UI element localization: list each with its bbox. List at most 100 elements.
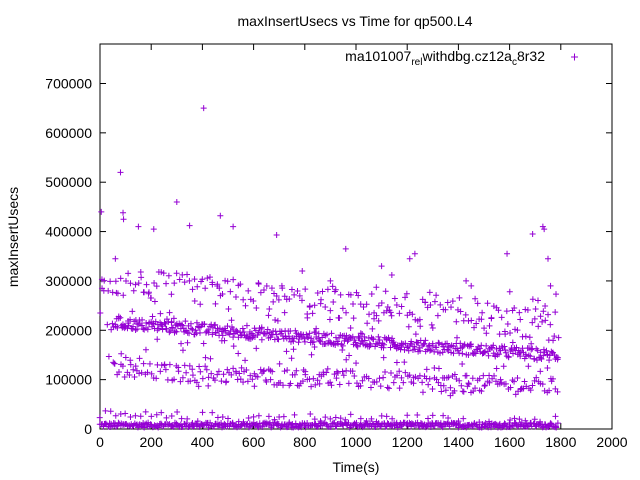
data-point bbox=[137, 269, 144, 276]
data-point bbox=[472, 350, 479, 357]
data-point bbox=[127, 413, 134, 420]
data-point bbox=[495, 307, 502, 314]
data-point bbox=[313, 325, 320, 332]
data-point bbox=[176, 276, 183, 283]
data-point bbox=[433, 344, 440, 351]
data-point bbox=[204, 275, 211, 282]
data-point bbox=[370, 336, 377, 343]
data-point bbox=[120, 216, 127, 223]
data-point bbox=[107, 278, 114, 285]
data-point bbox=[281, 368, 288, 375]
data-point bbox=[239, 325, 246, 332]
data-point bbox=[551, 333, 558, 340]
data-point bbox=[507, 416, 514, 423]
data-point bbox=[506, 288, 513, 295]
data-point bbox=[191, 276, 198, 283]
data-point bbox=[425, 415, 432, 422]
data-point bbox=[265, 421, 272, 428]
data-point bbox=[363, 301, 370, 308]
data-point bbox=[169, 324, 176, 331]
data-point bbox=[353, 419, 360, 426]
data-point bbox=[247, 296, 254, 303]
data-point bbox=[382, 369, 389, 376]
data-point bbox=[387, 309, 394, 316]
data-point bbox=[528, 340, 535, 347]
data-point bbox=[431, 298, 438, 305]
data-point bbox=[230, 326, 237, 333]
data-point bbox=[158, 269, 165, 276]
data-point bbox=[462, 311, 469, 318]
data-point bbox=[373, 418, 380, 425]
data-point bbox=[255, 412, 262, 419]
data-point bbox=[274, 317, 281, 324]
data-point bbox=[445, 414, 452, 421]
data-point bbox=[353, 360, 360, 367]
data-point bbox=[235, 350, 242, 357]
data-point bbox=[407, 340, 414, 347]
data-point bbox=[163, 325, 170, 332]
data-point bbox=[220, 371, 227, 378]
data-point bbox=[301, 335, 308, 342]
data-point bbox=[411, 343, 418, 350]
data-point bbox=[451, 371, 458, 378]
data-point bbox=[197, 301, 204, 308]
data-point bbox=[151, 298, 158, 305]
data-point bbox=[319, 288, 326, 295]
data-point bbox=[240, 418, 247, 425]
data-point bbox=[375, 333, 382, 340]
data-point bbox=[175, 368, 182, 375]
data-point bbox=[149, 313, 156, 320]
data-point bbox=[174, 408, 181, 415]
data-point bbox=[322, 332, 329, 339]
data-point bbox=[412, 331, 419, 338]
data-point bbox=[211, 377, 218, 384]
data-point bbox=[429, 412, 436, 419]
data-point bbox=[287, 328, 294, 335]
data-point bbox=[490, 342, 497, 349]
data-point bbox=[426, 375, 433, 382]
data-point bbox=[258, 324, 265, 331]
data-point bbox=[327, 415, 334, 422]
data-point bbox=[427, 301, 434, 308]
data-point bbox=[419, 389, 426, 396]
data-point bbox=[540, 346, 547, 353]
data-point bbox=[299, 268, 306, 275]
data-point bbox=[426, 289, 433, 296]
data-point bbox=[497, 376, 504, 383]
data-point bbox=[173, 198, 180, 205]
data-point bbox=[389, 415, 396, 422]
data-point bbox=[306, 303, 313, 310]
data-point bbox=[189, 366, 196, 373]
data-point bbox=[242, 357, 249, 364]
data-point bbox=[247, 372, 254, 379]
data-point bbox=[301, 421, 308, 428]
data-point bbox=[366, 340, 373, 347]
data-point bbox=[547, 321, 554, 328]
data-point bbox=[127, 316, 134, 323]
y-tick-label: 0 bbox=[84, 421, 92, 437]
data-point bbox=[384, 384, 391, 391]
data-point bbox=[232, 293, 239, 300]
data-point bbox=[524, 306, 531, 313]
data-point bbox=[411, 250, 418, 257]
data-point bbox=[258, 336, 265, 343]
data-point bbox=[481, 325, 488, 332]
data-point bbox=[115, 313, 122, 320]
data-point bbox=[426, 347, 433, 354]
data-point bbox=[385, 385, 392, 392]
data-point bbox=[525, 363, 532, 370]
data-point bbox=[243, 322, 250, 329]
data-point bbox=[275, 296, 282, 303]
data-point bbox=[112, 412, 119, 419]
data-point bbox=[324, 286, 331, 293]
data-point bbox=[540, 308, 547, 315]
data-point bbox=[357, 330, 364, 337]
data-point bbox=[166, 361, 173, 368]
data-point bbox=[538, 356, 545, 363]
data-point bbox=[339, 346, 346, 353]
data-point bbox=[322, 414, 329, 421]
data-point bbox=[249, 334, 256, 341]
data-point bbox=[519, 345, 526, 352]
data-point bbox=[411, 346, 418, 353]
data-point bbox=[200, 340, 207, 347]
